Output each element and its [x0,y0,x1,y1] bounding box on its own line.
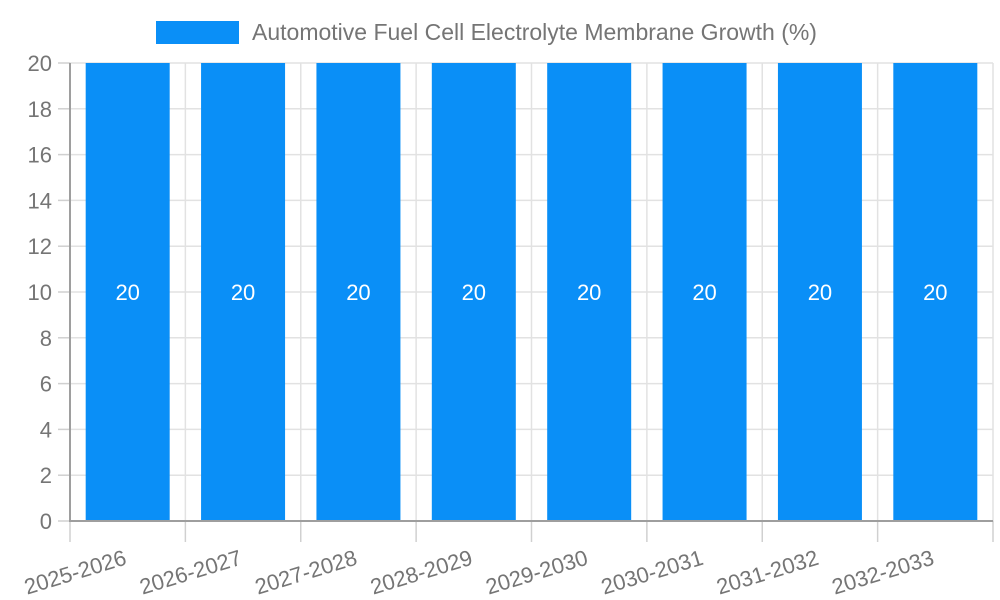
x-category-label: 2026-2027 [137,545,245,600]
bar-value-label: 20 [231,280,255,305]
x-category-label: 2030-2031 [598,545,706,600]
bar-value-label: 20 [462,280,486,305]
y-tick-label: 14 [28,188,52,213]
y-tick-label: 18 [28,97,52,122]
bar-value-label: 20 [692,280,716,305]
bar-value-label: 20 [923,280,947,305]
bar[interactable] [431,63,516,521]
y-tick-label: 2 [40,463,52,488]
y-tick-label: 8 [40,326,52,351]
x-category-label: 2032-2033 [829,545,937,600]
y-tick-label: 10 [28,280,52,305]
y-tick-label: 20 [28,51,52,76]
legend[interactable]: Automotive Fuel Cell Electrolyte Membran… [156,18,817,45]
x-category-label: 2025-2026 [21,545,129,600]
legend-label: Automotive Fuel Cell Electrolyte Membran… [252,18,817,45]
y-tick-label: 6 [40,372,52,397]
y-tick-label: 12 [28,234,52,259]
x-category-label: 2031-2032 [713,545,821,600]
bar[interactable] [777,63,862,521]
bar-value-label: 20 [808,280,832,305]
x-category-label: 2029-2030 [483,545,591,600]
bar[interactable] [85,63,170,521]
y-tick-label: 16 [28,143,52,168]
bar[interactable] [547,63,632,521]
bar-value-label: 20 [577,280,601,305]
y-tick-label: 0 [40,509,52,534]
bar-value-label: 20 [346,280,370,305]
y-tick-label: 4 [40,417,52,442]
bar[interactable] [662,63,747,521]
bar[interactable] [893,63,978,521]
x-category-label: 2027-2028 [252,545,360,600]
bar[interactable] [201,63,286,521]
bar-value-label: 20 [115,280,139,305]
legend-swatch-icon [156,20,239,44]
bar[interactable] [316,63,401,521]
x-category-label: 2028-2029 [367,545,475,600]
